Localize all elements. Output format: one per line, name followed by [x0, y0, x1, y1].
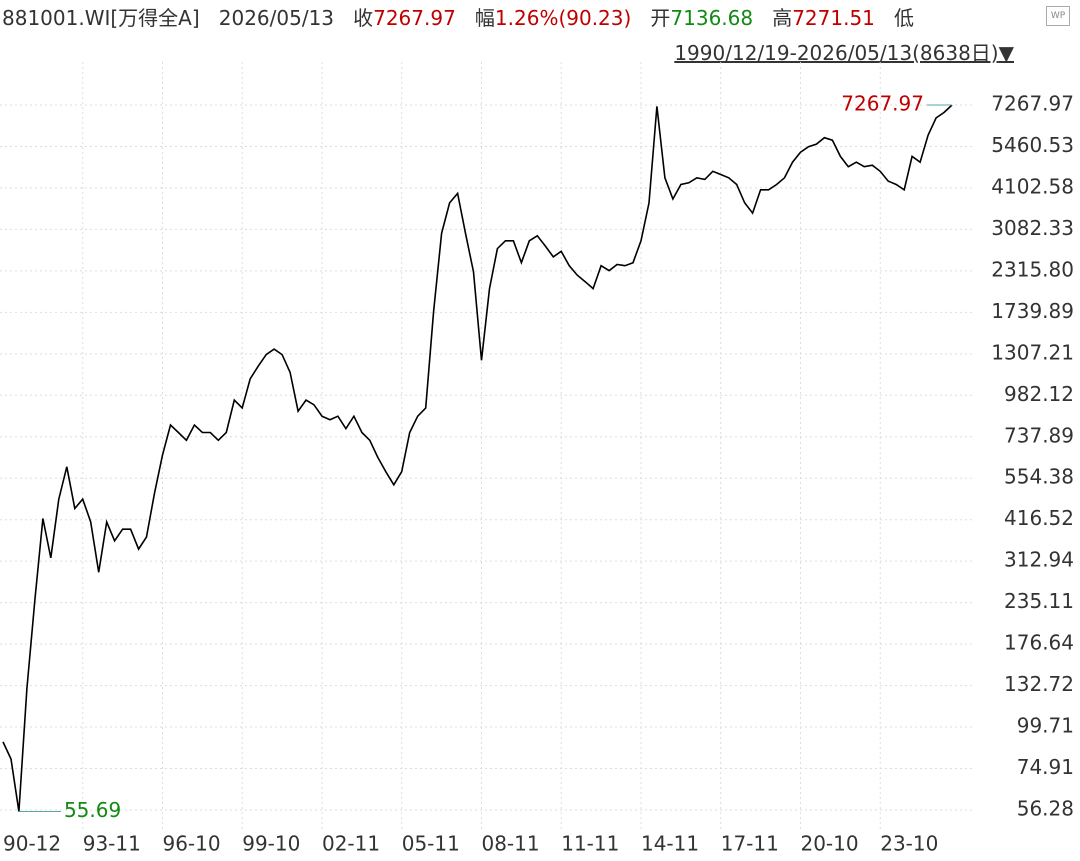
code: 881001.WI[万得全A] [2, 6, 200, 30]
x-tick-label: 20-10 [800, 832, 858, 856]
y-tick-label: 3082.33 [991, 216, 1074, 240]
y-tick-label: 982.12 [1004, 382, 1074, 406]
y-tick-label: 132.72 [1004, 672, 1074, 696]
close: 7267.97 [373, 6, 456, 30]
min-label: 55.69 [64, 798, 121, 822]
price-line [2, 104, 953, 812]
label: 高 [772, 6, 793, 30]
y-tick-label: 235.11 [1004, 589, 1074, 613]
y-tick-label: 554.38 [1004, 465, 1074, 489]
header: 881001.WI[万得全A] 2026/05/13 收7267.97 幅1.2… [2, 2, 914, 31]
y-tick-label: 99.71 [1017, 714, 1074, 738]
label: 幅 [474, 6, 495, 30]
open: 7136.68 [670, 6, 754, 30]
y-tick-label: 74.91 [1017, 755, 1074, 779]
x-tick-label: 93-11 [83, 832, 141, 856]
y-tick-label: 737.89 [1004, 423, 1074, 447]
y-tick-label: 4102.58 [991, 174, 1074, 198]
x-tick-label: 05-11 [402, 832, 460, 856]
y-tick-label: 1307.21 [991, 340, 1074, 364]
y-tick-label: 56.28 [1017, 796, 1074, 820]
label: 开 [650, 6, 671, 30]
x-tick-label: 96-10 [162, 832, 220, 856]
y-tick-label: 5460.53 [991, 133, 1074, 157]
y-tick-label: 1739.89 [991, 299, 1074, 323]
y-tick-label: 176.64 [1004, 631, 1074, 655]
x-tick-label: 02-11 [322, 832, 380, 856]
range-text: 1990/12/19-2026/05/13(8638日) [674, 41, 999, 65]
y-tick-label: 7267.97 [991, 91, 1074, 115]
x-tick-label: 11-11 [561, 832, 619, 856]
y-tick-label: 312.94 [1004, 548, 1074, 572]
high: 7271.51 [792, 6, 875, 30]
wp-icon[interactable]: WP [1046, 6, 1070, 26]
label: 收 [353, 6, 374, 30]
y-tick-label: 416.52 [1004, 506, 1074, 530]
x-tick-label: 17-11 [721, 832, 779, 856]
x-tick-label: 99-10 [242, 832, 300, 856]
date-range[interactable]: 1990/12/19-2026/05/13(8638日)▼ [674, 41, 1014, 65]
date: 2026/05/13 [218, 6, 335, 30]
x-tick-label: 23-10 [880, 832, 938, 856]
max-label: 7267.97 [841, 91, 924, 115]
label: 低 [893, 6, 914, 30]
x-tick-label: 90-12 [3, 832, 61, 856]
x-tick-label: 14-11 [641, 832, 699, 856]
change: 1.26%(90.23) [494, 6, 632, 30]
x-tick-label: 08-11 [481, 832, 539, 856]
y-tick-label: 2315.80 [991, 257, 1074, 281]
